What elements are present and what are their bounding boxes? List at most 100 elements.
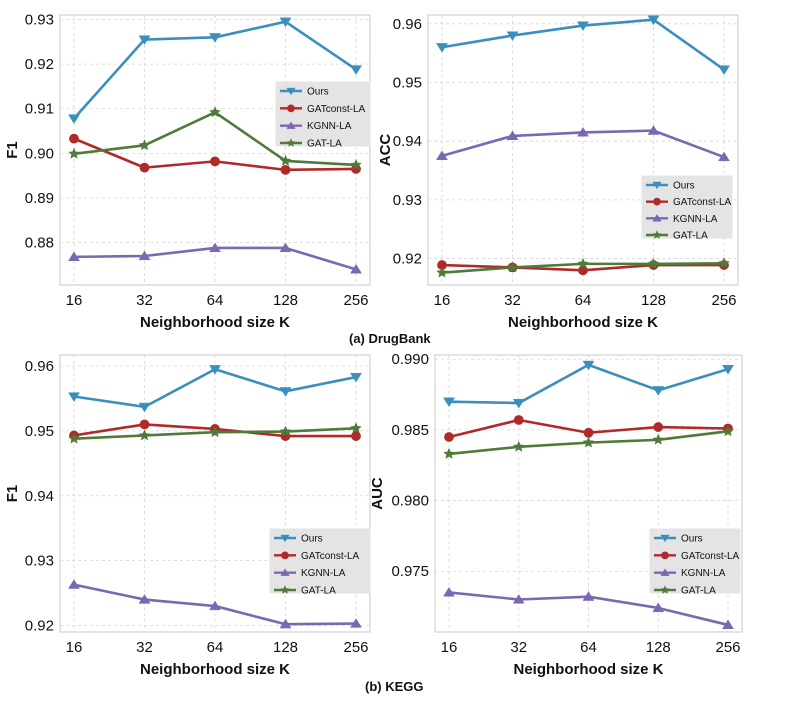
legend-marker-gat-la [280,585,290,594]
y-tick-label: 0.90 [25,145,54,162]
point-ours [512,398,525,409]
x-tick-label: 16 [66,292,83,309]
legend-label: GATconst-LA [307,104,365,115]
point-kgnn-la [647,125,660,135]
y-tick-label: 0.94 [393,133,422,150]
caption-kegg: (b) KEGG [365,679,424,694]
point-kgnn-la [138,594,151,604]
point-ours [138,402,151,413]
legend-label: GATconst-LA [673,197,731,208]
point-gat-la [279,154,292,166]
point-gat-la [209,426,221,438]
kegg-f1-chart: 0.92 0.93 0.94 0.95 0.96 16 32 64 128 256 Neighbor… [4,354,371,678]
point-ours [577,21,589,31]
legend-marker-kgnn-la [280,568,290,576]
x-tick-label: 64 [207,292,224,309]
y-tick-label: 0.93 [25,553,54,570]
legend-label: GAT-LA [301,586,336,597]
legend-label: KGNN-LA [307,121,352,132]
y-tick-label: 0.96 [393,16,422,33]
x-axis-label: Neighborhood size K [508,314,658,331]
legend-marker-gatconst-la [287,104,295,113]
legend-label: GAT-LA [681,586,716,597]
legend-label: GAT-LA [673,231,708,242]
point-ours [443,397,455,408]
point-gat-la [647,257,660,269]
legend-label: Ours [673,181,695,192]
point-ours [582,360,595,371]
point-gat-la [718,257,730,269]
legend: Ours GATconst-LA KGNN-LA GAT-LA [275,81,371,150]
x-tick-label: 32 [136,639,153,656]
point-kgnn-la [582,591,595,601]
point-gatconst-la [139,419,150,430]
y-tick-label: 0.93 [25,11,54,28]
x-tick-label: 16 [434,292,451,309]
legend-marker-ours [280,534,290,543]
y-tick-label: 0.94 [25,488,54,505]
point-gat-la [512,440,525,452]
point-gatconst-la [583,427,594,438]
point-gatconst-la [513,415,524,425]
point-kgnn-la [652,602,665,613]
point-ours [350,65,362,75]
point-kgnn-la [722,619,734,630]
y-tick-label: 0.92 [25,56,54,73]
legend-marker-gat-la [660,585,670,594]
legend-label: Ours [681,534,703,545]
point-gat-la [68,147,80,159]
point-gat-la [436,266,448,278]
point-ours [209,33,221,43]
point-ours [350,372,362,383]
point-ours [68,114,80,124]
point-kgnn-la [209,600,221,611]
legend: Ours GATconst-LA KGNN-LA GAT-LA [641,175,733,242]
point-gat-la [350,422,362,434]
point-kgnn-la [512,594,525,604]
x-tick-label: 16 [441,639,458,656]
x-tick-label: 128 [273,292,298,309]
point-gat-la [722,425,734,437]
x-tick-label: 128 [273,639,298,656]
y-tick-label: 0.92 [25,618,54,635]
legend-box [269,528,371,594]
point-gat-la [209,106,221,118]
legend-marker-gat-la [652,230,662,239]
point-kgnn-la [68,251,80,261]
kegg-auc-chart: 0.975 0.980 0.985 0.990 16 32 64 128 256 Neighbor… [369,351,743,678]
drugbank-acc-chart: 0.92 0.93 0.94 0.95 0.96 16 32 64 128 256 Neighbor… [377,14,739,331]
point-ours [652,386,665,396]
x-tick-label: 128 [641,292,666,309]
point-ours [68,392,80,402]
legend: Ours GATconst-LA KGNN-LA GAT-LA [269,528,371,597]
point-gat-la [68,432,80,444]
legend-label: KGNN-LA [673,214,718,225]
point-gat-la [443,447,455,459]
point-gatconst-la [280,164,291,175]
x-tick-label: 256 [711,292,736,309]
legend-marker-kgnn-la [660,568,670,576]
y-tick-label: 0.985 [391,422,429,439]
y-tick-label: 0.89 [25,190,54,207]
legend-label: Ours [307,87,329,98]
x-tick-label: 16 [66,639,83,656]
legend-marker-gatconst-la [653,197,661,206]
x-tick-label: 32 [510,639,527,656]
y-axis-label: AUC [369,477,386,510]
point-kgnn-la [68,579,80,589]
legend-label: KGNN-LA [681,568,726,579]
point-gat-la [652,433,665,445]
point-gatconst-la [653,422,664,432]
x-axis-label: Neighborhood size K [140,661,290,678]
x-axis-label: Neighborhood size K [514,661,664,678]
point-kgnn-la [718,151,730,162]
point-gat-la [582,436,595,448]
y-tick-label: 0.990 [391,351,429,368]
legend-label: GATconst-LA [301,551,359,562]
y-tick-label: 0.980 [391,493,429,510]
point-ours [506,31,519,41]
drugbank-f1-chart: 0.88 0.89 0.90 0.91 0.92 0.93 16 32 64 128 256 Neig… [4,11,371,331]
x-tick-label: 64 [575,292,592,309]
y-tick-label: 0.95 [25,423,54,440]
